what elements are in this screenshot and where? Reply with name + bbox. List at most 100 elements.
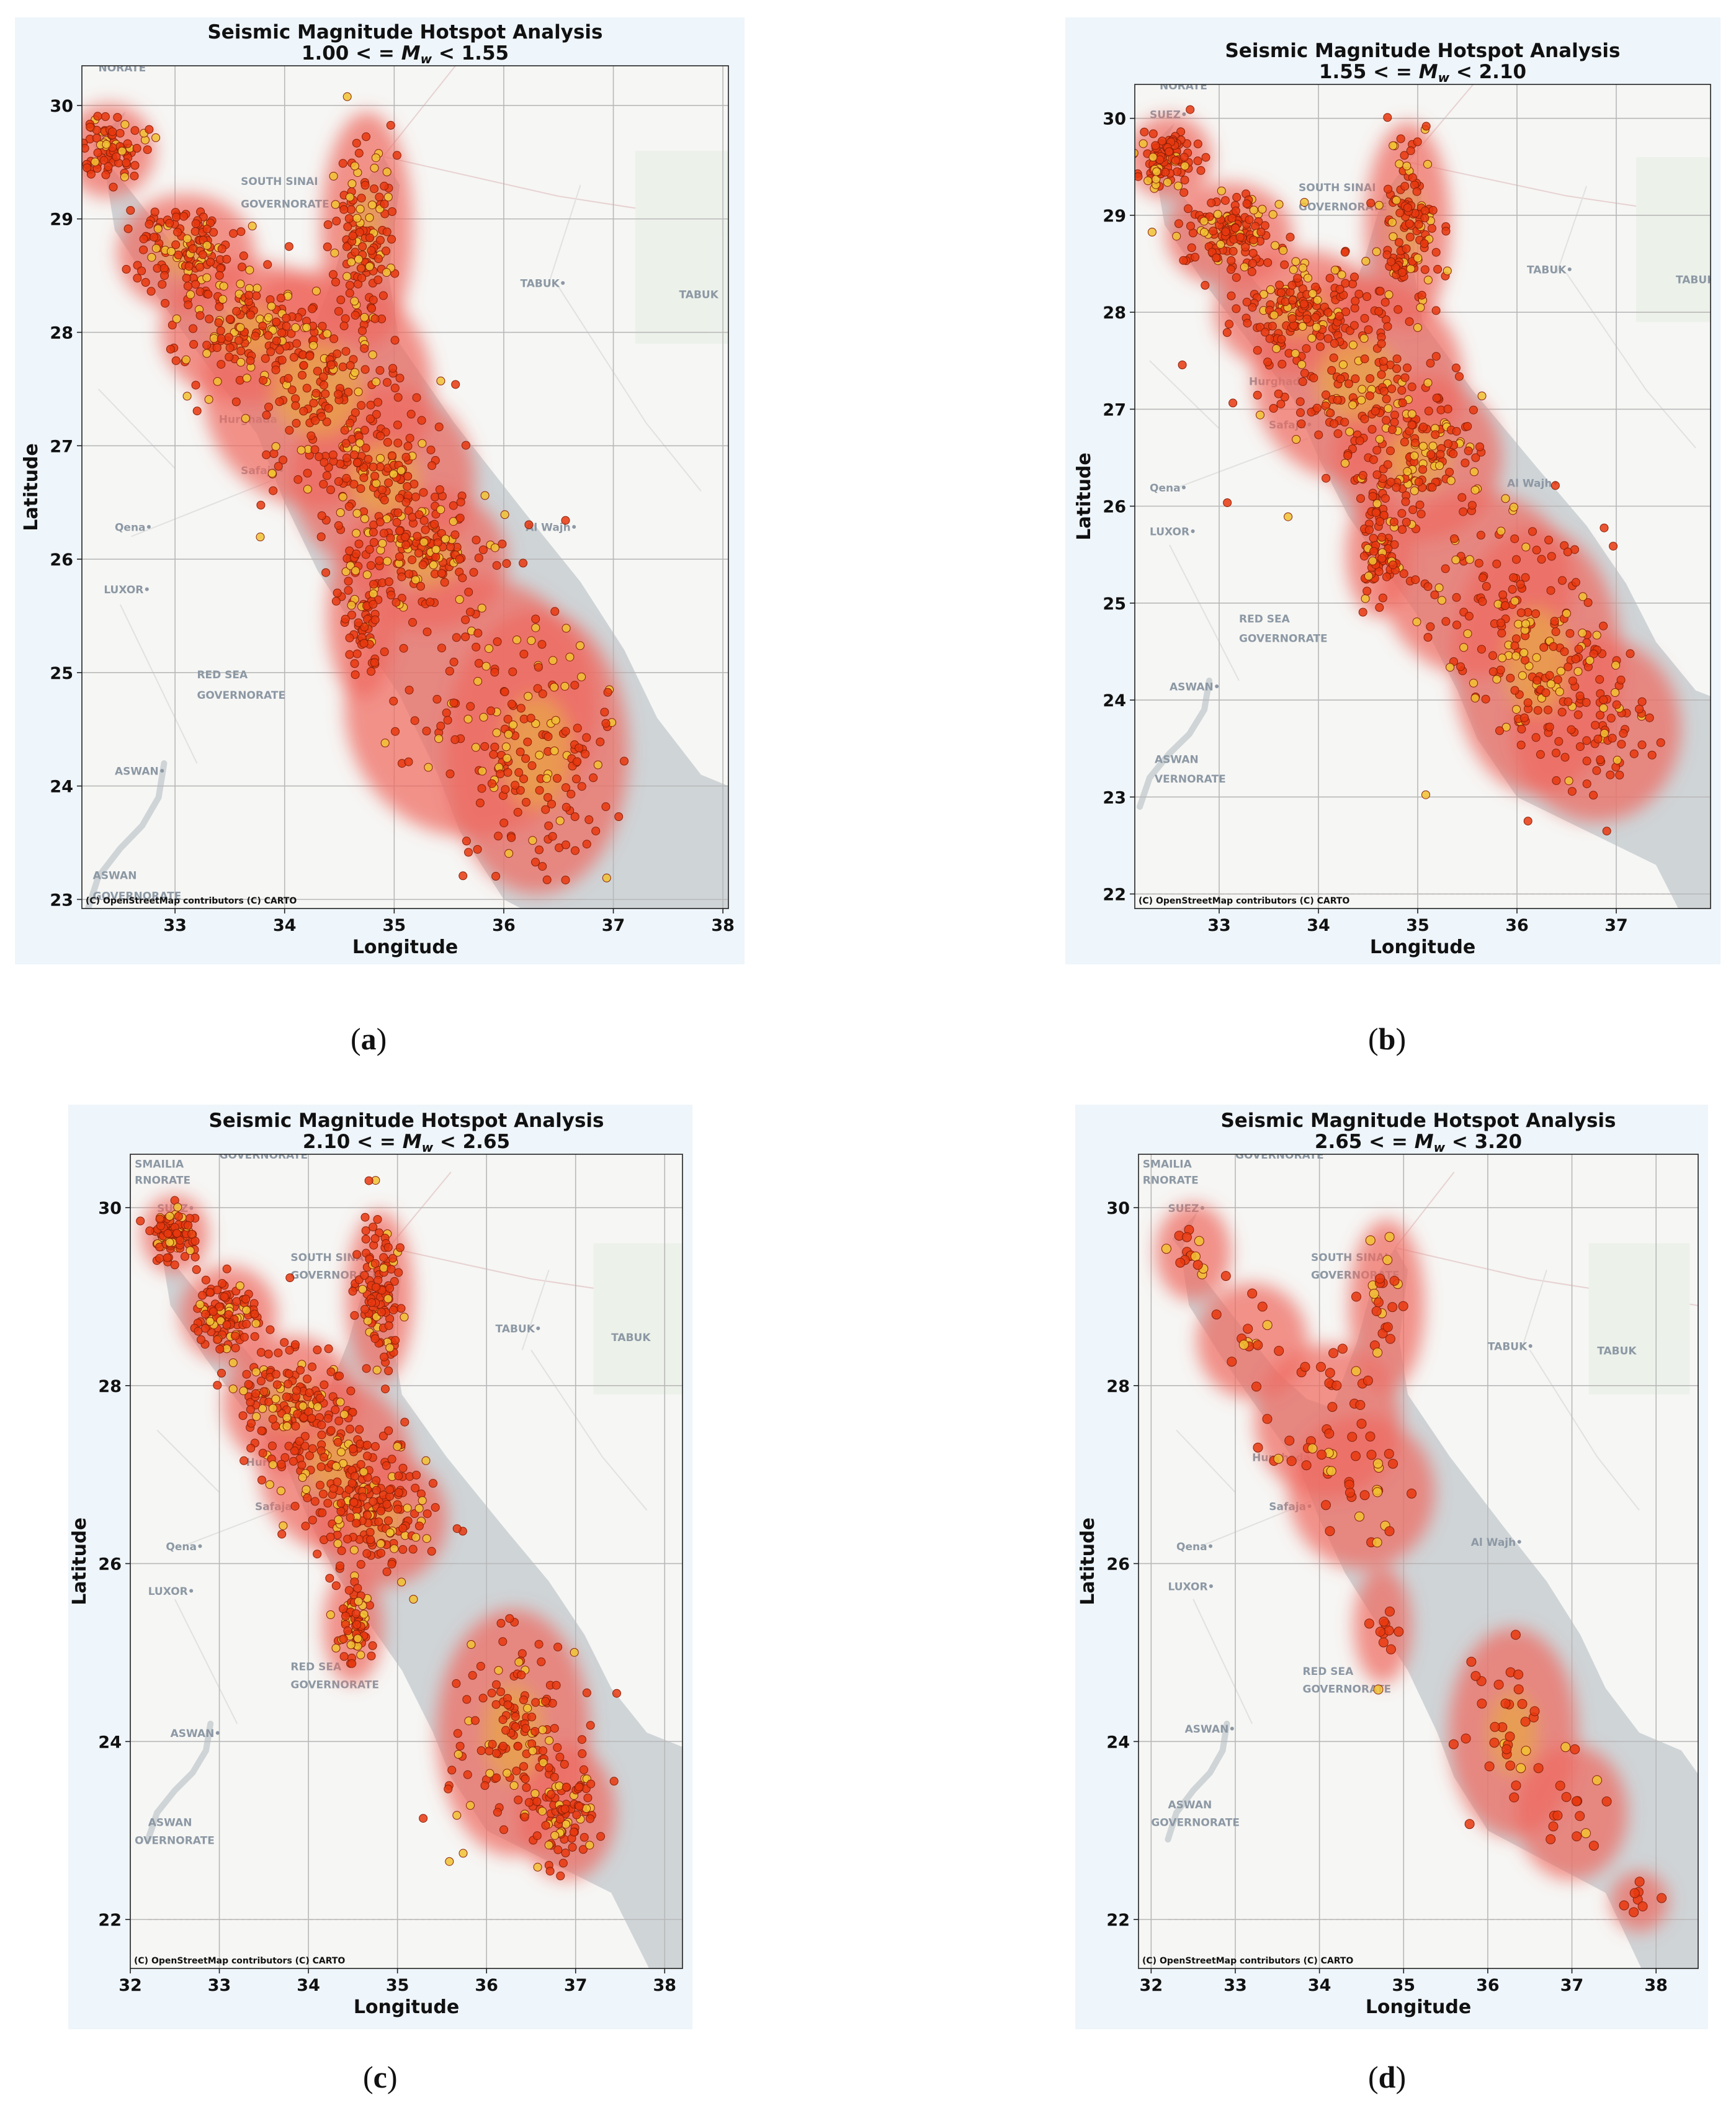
event-point <box>1398 1301 1408 1311</box>
event-point <box>1407 1488 1417 1499</box>
event-point <box>1496 665 1505 675</box>
event-point <box>1389 560 1398 570</box>
event-point <box>591 827 601 836</box>
event-point <box>571 846 579 855</box>
event-point <box>1546 1834 1556 1844</box>
event-point <box>505 1614 514 1623</box>
event-point <box>1481 694 1490 704</box>
event-point <box>485 644 493 653</box>
event-point <box>367 666 376 676</box>
x-tick-label: 38 <box>711 916 735 935</box>
event-point <box>264 313 273 322</box>
event-point <box>370 615 380 624</box>
event-point <box>474 554 483 562</box>
event-point <box>1179 256 1188 265</box>
event-point <box>264 402 273 411</box>
event-point <box>391 727 400 736</box>
event-point <box>181 355 190 364</box>
event-point <box>271 1370 280 1379</box>
event-point <box>372 478 381 488</box>
event-point <box>82 143 89 153</box>
event-point <box>488 1739 497 1749</box>
event-point <box>277 1530 287 1539</box>
event-point <box>1384 1448 1394 1459</box>
event-point <box>1533 706 1542 715</box>
event-point <box>1200 228 1209 237</box>
event-point <box>372 410 381 419</box>
event-point <box>380 647 389 657</box>
event-point <box>267 302 276 311</box>
event-point <box>429 1479 437 1488</box>
event-point <box>217 360 226 369</box>
event-point <box>530 1789 540 1798</box>
event-point <box>1279 246 1288 255</box>
event-point <box>217 245 226 253</box>
event-point <box>498 1741 508 1751</box>
event-point <box>1330 339 1339 348</box>
event-point <box>309 341 318 350</box>
event-point <box>1187 243 1196 253</box>
event-point <box>1514 619 1523 629</box>
event-point <box>514 768 524 777</box>
event-point <box>1351 297 1360 306</box>
event-point <box>1330 266 1340 275</box>
event-point <box>1405 233 1415 241</box>
event-point <box>400 1417 409 1427</box>
event-point <box>1268 210 1277 219</box>
event-point <box>362 132 370 141</box>
event-point <box>225 343 235 352</box>
event-point <box>1386 446 1395 455</box>
event-point <box>1382 1322 1393 1332</box>
event-point <box>548 656 558 665</box>
y-tick-label: 24 <box>1103 691 1126 711</box>
event-point <box>220 1292 229 1301</box>
event-point <box>357 273 367 282</box>
event-point <box>354 618 363 627</box>
event-point <box>225 352 234 362</box>
place-label: ASWAN <box>1168 1799 1212 1811</box>
event-point <box>553 1643 563 1652</box>
event-point <box>383 1294 393 1303</box>
event-point <box>513 1742 522 1751</box>
event-point <box>1575 742 1585 752</box>
event-point <box>372 1283 380 1292</box>
event-point <box>1531 733 1541 742</box>
event-point <box>1583 598 1593 607</box>
event-point <box>1470 467 1479 477</box>
event-point <box>217 1368 226 1378</box>
event-point <box>276 294 285 303</box>
event-point <box>1431 430 1440 439</box>
event-point <box>1201 280 1210 290</box>
event-point <box>1495 726 1504 735</box>
event-point <box>305 1451 314 1460</box>
event-point <box>336 295 346 305</box>
event-point <box>492 1773 501 1782</box>
event-point <box>1220 196 1230 205</box>
event-point <box>331 1405 340 1414</box>
event-point <box>493 637 502 646</box>
event-point <box>1433 264 1443 274</box>
event-point <box>1366 374 1375 383</box>
event-point <box>1344 379 1353 388</box>
caption-d: (d) <box>1368 2060 1407 2094</box>
event-point <box>521 1774 530 1784</box>
event-point <box>1190 1251 1201 1262</box>
event-point <box>324 1344 333 1353</box>
event-point <box>256 532 265 542</box>
event-point <box>436 505 445 514</box>
event-point <box>576 641 584 650</box>
event-point <box>1645 713 1654 722</box>
event-point <box>1423 276 1433 285</box>
event-point <box>461 615 470 624</box>
event-point <box>246 1443 256 1453</box>
plot-frame <box>1138 1154 1699 1969</box>
event-point <box>331 1581 341 1591</box>
event-point <box>459 871 468 881</box>
event-point <box>348 1407 357 1417</box>
event-point <box>430 519 439 529</box>
event-point <box>334 521 343 530</box>
event-point <box>1562 609 1571 618</box>
event-point <box>408 555 417 565</box>
